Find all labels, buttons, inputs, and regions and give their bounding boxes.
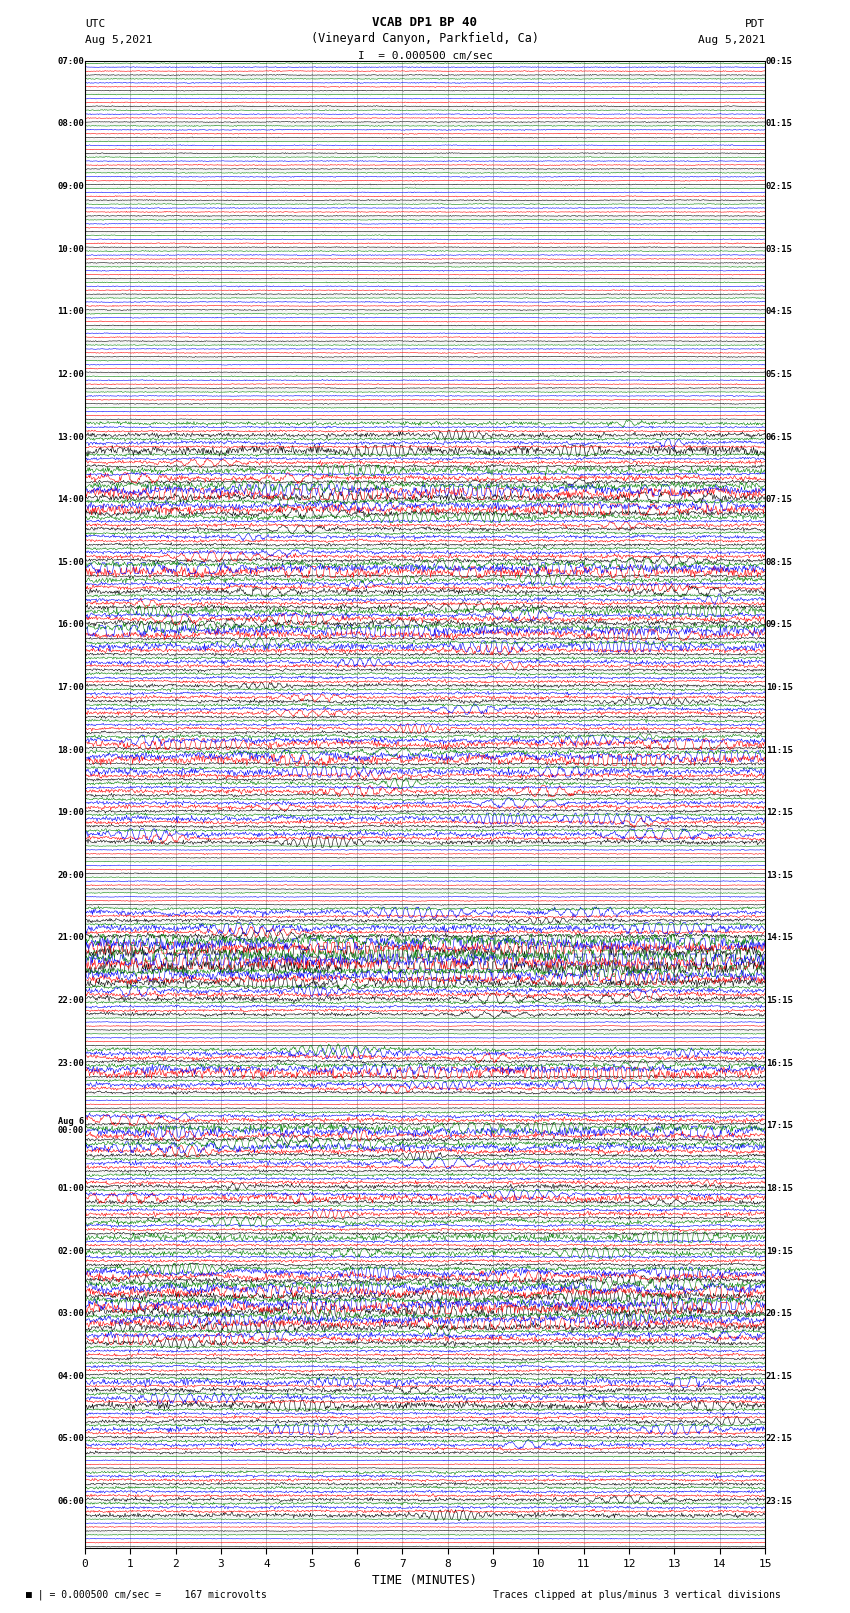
Text: 01:00: 01:00 (57, 1184, 84, 1194)
Text: 11:15: 11:15 (766, 745, 793, 755)
Text: 16:15: 16:15 (766, 1058, 793, 1068)
Text: (Vineyard Canyon, Parkfield, Ca): (Vineyard Canyon, Parkfield, Ca) (311, 32, 539, 45)
Text: 11:00: 11:00 (57, 306, 84, 316)
Text: 19:00: 19:00 (57, 808, 84, 818)
Text: Aug 5,2021: Aug 5,2021 (698, 35, 765, 45)
Text: 00:00: 00:00 (58, 1126, 84, 1136)
Text: 21:15: 21:15 (766, 1371, 793, 1381)
Text: 04:00: 04:00 (57, 1371, 84, 1381)
Text: 07:15: 07:15 (766, 495, 793, 505)
Text: UTC: UTC (85, 19, 105, 29)
Text: 21:00: 21:00 (57, 934, 84, 942)
Text: Traces clipped at plus/minus 3 vertical divisions: Traces clipped at plus/minus 3 vertical … (493, 1590, 781, 1600)
Text: 10:00: 10:00 (57, 245, 84, 253)
Text: 03:15: 03:15 (766, 245, 793, 253)
Text: 20:15: 20:15 (766, 1310, 793, 1318)
Text: 23:00: 23:00 (57, 1058, 84, 1068)
Text: 08:00: 08:00 (57, 119, 84, 129)
Text: 20:00: 20:00 (57, 871, 84, 879)
Text: 22:15: 22:15 (766, 1434, 793, 1444)
Text: 14:15: 14:15 (766, 934, 793, 942)
Text: 06:15: 06:15 (766, 432, 793, 442)
Text: 22:00: 22:00 (57, 997, 84, 1005)
Text: 09:15: 09:15 (766, 621, 793, 629)
Text: 23:15: 23:15 (766, 1497, 793, 1507)
Text: ■ | = 0.000500 cm/sec =    167 microvolts: ■ | = 0.000500 cm/sec = 167 microvolts (26, 1589, 266, 1600)
Text: 05:00: 05:00 (57, 1434, 84, 1444)
Text: I  = 0.000500 cm/sec: I = 0.000500 cm/sec (358, 52, 492, 61)
Text: Aug 5,2021: Aug 5,2021 (85, 35, 152, 45)
Text: 00:15: 00:15 (766, 56, 793, 66)
X-axis label: TIME (MINUTES): TIME (MINUTES) (372, 1574, 478, 1587)
Text: 02:15: 02:15 (766, 182, 793, 190)
Text: 03:00: 03:00 (57, 1310, 84, 1318)
Text: 04:15: 04:15 (766, 306, 793, 316)
Text: 17:15: 17:15 (766, 1121, 793, 1131)
Text: 07:00: 07:00 (57, 56, 84, 66)
Text: 19:15: 19:15 (766, 1247, 793, 1255)
Text: 06:00: 06:00 (57, 1497, 84, 1507)
Text: 09:00: 09:00 (57, 182, 84, 190)
Text: 15:15: 15:15 (766, 997, 793, 1005)
Text: 18:00: 18:00 (57, 745, 84, 755)
Text: 15:00: 15:00 (57, 558, 84, 566)
Text: 12:00: 12:00 (57, 369, 84, 379)
Text: 12:15: 12:15 (766, 808, 793, 818)
Text: 01:15: 01:15 (766, 119, 793, 129)
Text: VCAB DP1 BP 40: VCAB DP1 BP 40 (372, 16, 478, 29)
Text: 13:00: 13:00 (57, 432, 84, 442)
Text: 02:00: 02:00 (57, 1247, 84, 1255)
Text: 08:15: 08:15 (766, 558, 793, 566)
Text: PDT: PDT (745, 19, 765, 29)
Text: 14:00: 14:00 (57, 495, 84, 505)
Text: 17:00: 17:00 (57, 682, 84, 692)
Text: 10:15: 10:15 (766, 682, 793, 692)
Text: 16:00: 16:00 (57, 621, 84, 629)
Text: Aug 6: Aug 6 (58, 1116, 84, 1126)
Text: 18:15: 18:15 (766, 1184, 793, 1194)
Text: 05:15: 05:15 (766, 369, 793, 379)
Text: 13:15: 13:15 (766, 871, 793, 879)
